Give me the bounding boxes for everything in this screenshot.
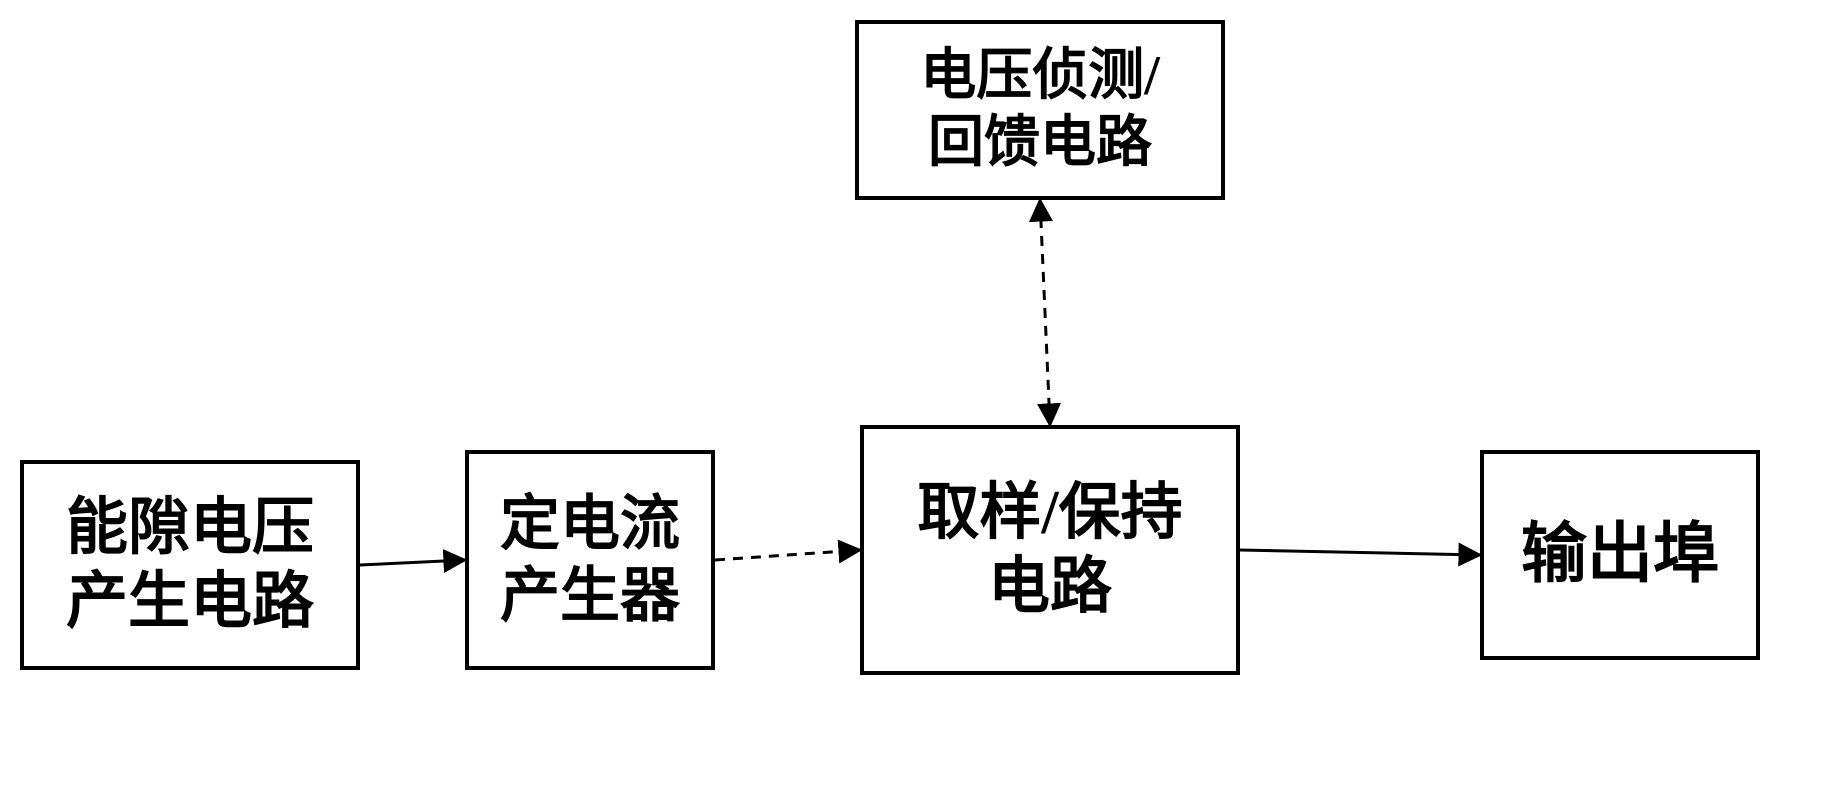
edge	[360, 560, 465, 565]
node-label: 定电流 产生器	[500, 488, 680, 632]
node-sample-hold: 取样/保持 电路	[860, 425, 1240, 675]
edge	[1240, 550, 1480, 555]
node-output-port: 输出埠	[1480, 450, 1760, 660]
node-label: 输出埠	[1521, 515, 1719, 594]
node-voltage-detect-feedback: 电压侦测/ 回馈电路	[855, 20, 1225, 200]
node-constant-current: 定电流 产生器	[465, 450, 715, 670]
edge	[1040, 200, 1050, 425]
node-label: 能隙电压 产生电路	[66, 491, 314, 640]
node-bandgap-voltage: 能隙电压 产生电路	[20, 460, 360, 670]
node-label: 取样/保持 电路	[917, 476, 1182, 625]
edge	[715, 550, 860, 560]
node-label: 电压侦测/ 回馈电路	[920, 43, 1160, 177]
